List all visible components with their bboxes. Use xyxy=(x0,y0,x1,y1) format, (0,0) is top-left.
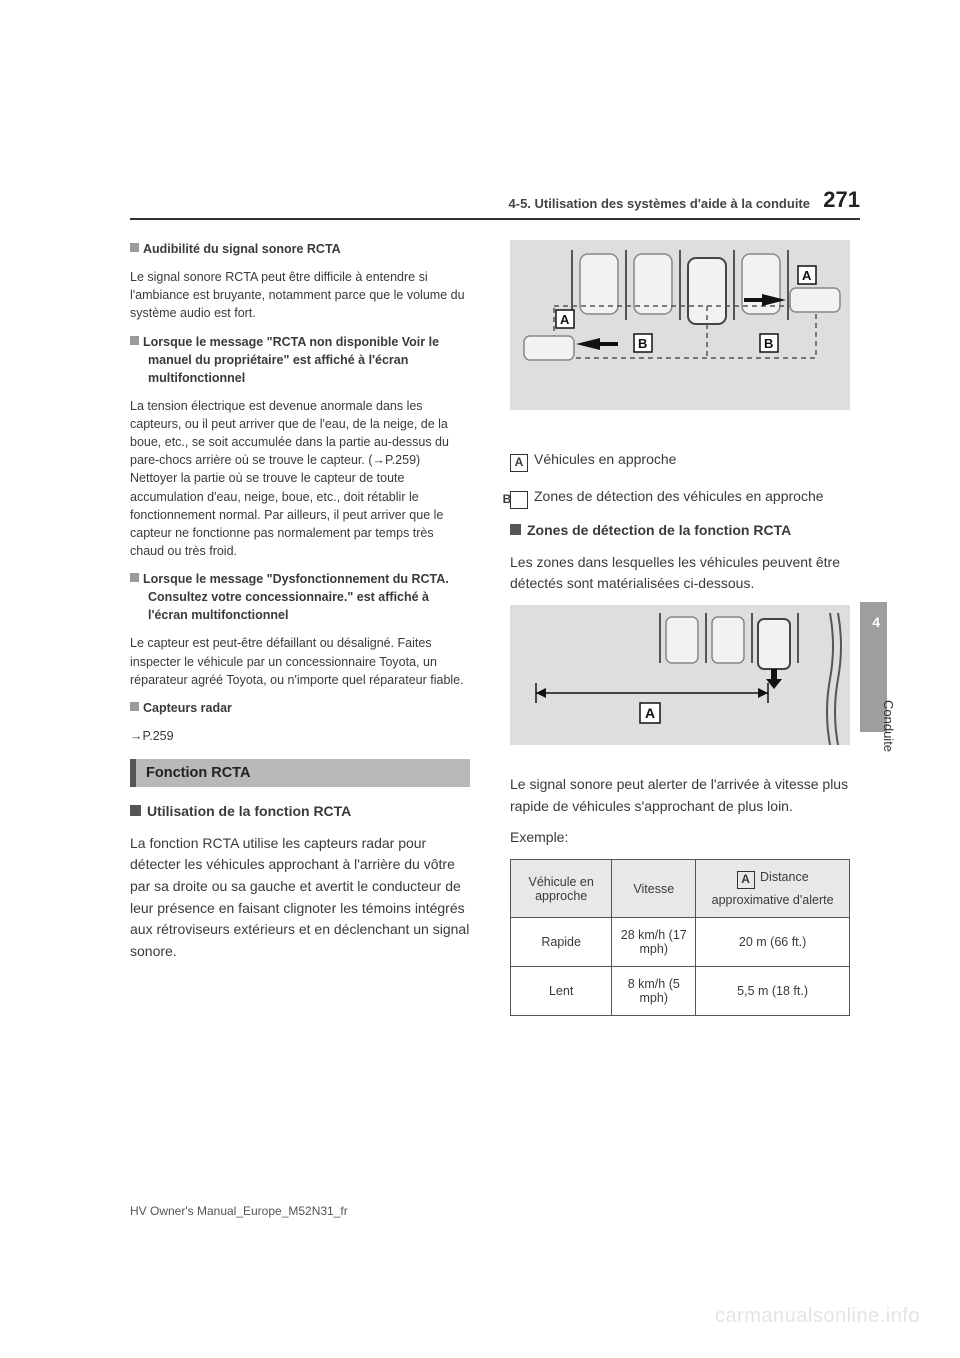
heading-text: Zones de détection de la fonction RCTA xyxy=(527,522,791,538)
paragraph: La tension électrique est devenue anorma… xyxy=(130,397,470,560)
paragraph: Le signal sonore peut alerter de l'arriv… xyxy=(510,774,860,817)
header-section: 4-5. Utilisation des systèmes d'aide à l… xyxy=(130,196,860,211)
section-title: 4-5. Utilisation des systèmes d'aide à l… xyxy=(509,196,810,211)
legend-text: Zones de détection des véhicules en appr… xyxy=(534,488,824,504)
right-column: A A B B A Véhicules en approche B Zones de… xyxy=(510,240,860,1016)
heading-text: Lorsque le message "RCTA non disponible … xyxy=(143,335,439,385)
speed-distance-table: Véhicule en approche Vitesse A Distance … xyxy=(510,859,850,1016)
footer: HV Owner's Manual_Europe_M52N31_fr xyxy=(130,1204,348,1218)
table-cell: 28 km/h (17 mph) xyxy=(612,918,696,967)
heading-text: Audibilité du signal sonore RCTA xyxy=(143,242,341,256)
table-cell: 5,5 m (18 ft.) xyxy=(696,967,850,1016)
paragraph: La fonction RCTA utilise les capteurs ra… xyxy=(130,833,470,963)
legend-item: A Véhicules en approche xyxy=(510,449,860,472)
example-label: Exemple: xyxy=(510,827,860,849)
table-row: Lent 8 km/h (5 mph) 5,5 m (18 ft.) xyxy=(511,967,850,1016)
table-header-row: Véhicule en approche Vitesse A Distance … xyxy=(511,860,850,918)
paragraph: Les zones dans lesquelles les véhicules … xyxy=(510,552,860,595)
page: 271 4-5. Utilisation des systèmes d'aide… xyxy=(0,0,960,1358)
bullet-icon xyxy=(130,805,141,816)
diagram-parking: A A B B xyxy=(510,240,850,430)
bullet-icon xyxy=(130,702,139,711)
side-tab-label: Conduite xyxy=(881,700,896,752)
label-b-icon: B xyxy=(510,491,528,509)
heading: Lorsque le message "Dysfonctionnement du… xyxy=(130,570,470,624)
heading: Zones de détection de la fonction RCTA xyxy=(510,520,860,542)
bullet-icon xyxy=(130,243,139,252)
heading: Audibilité du signal sonore RCTA xyxy=(130,240,470,258)
paragraph: Le signal sonore RCTA peut être difficil… xyxy=(130,268,470,322)
columns: Audibilité du signal sonore RCTA Le sign… xyxy=(130,240,860,1016)
header-divider xyxy=(130,218,860,220)
legend-text: Véhicules en approche xyxy=(534,451,676,467)
table-cell: 20 m (66 ft.) xyxy=(696,918,850,967)
paragraph: Le capteur est peut-être défaillant ou d… xyxy=(130,634,470,688)
table-header: A Distance approximative d'alerte xyxy=(696,860,850,918)
left-column: Audibilité du signal sonore RCTA Le sign… xyxy=(130,240,470,1016)
section-bar: Fonction RCTA xyxy=(130,759,470,787)
diagram-distance: A xyxy=(510,605,850,755)
bullet-icon xyxy=(130,573,139,582)
svg-text:B: B xyxy=(638,336,647,351)
label-a-icon: A xyxy=(510,454,528,472)
table-header: Véhicule en approche xyxy=(511,860,612,918)
heading: Lorsque le message "RCTA non disponible … xyxy=(130,333,470,387)
table-cell: 8 km/h (5 mph) xyxy=(612,967,696,1016)
svg-text:A: A xyxy=(560,312,570,327)
table-cell: Lent xyxy=(511,967,612,1016)
watermark: carmanualsonline.info xyxy=(715,1305,920,1328)
svg-text:A: A xyxy=(645,705,655,721)
heading: Utilisation de la fonction RCTA xyxy=(130,801,470,823)
svg-text:A: A xyxy=(802,268,812,283)
heading-text: Capteurs radar xyxy=(143,701,232,715)
table-cell: Rapide xyxy=(511,918,612,967)
table-header: Vitesse xyxy=(612,860,696,918)
bullet-icon xyxy=(130,336,139,345)
table-row: Rapide 28 km/h (17 mph) 20 m (66 ft.) xyxy=(511,918,850,967)
heading-text: Utilisation de la fonction RCTA xyxy=(147,803,351,819)
paragraph: →P.259 xyxy=(130,727,470,745)
side-tab-num: 4 xyxy=(872,614,880,630)
label-a-icon: A xyxy=(737,871,755,889)
bullet-icon xyxy=(510,524,521,535)
heading: Capteurs radar xyxy=(130,699,470,717)
table-header-text: Distance approximative d'alerte xyxy=(712,870,834,907)
legend-item: B Zones de détection des véhicules en app… xyxy=(510,482,860,510)
svg-text:B: B xyxy=(764,336,773,351)
heading-text: Lorsque le message "Dysfonctionnement du… xyxy=(143,572,449,622)
